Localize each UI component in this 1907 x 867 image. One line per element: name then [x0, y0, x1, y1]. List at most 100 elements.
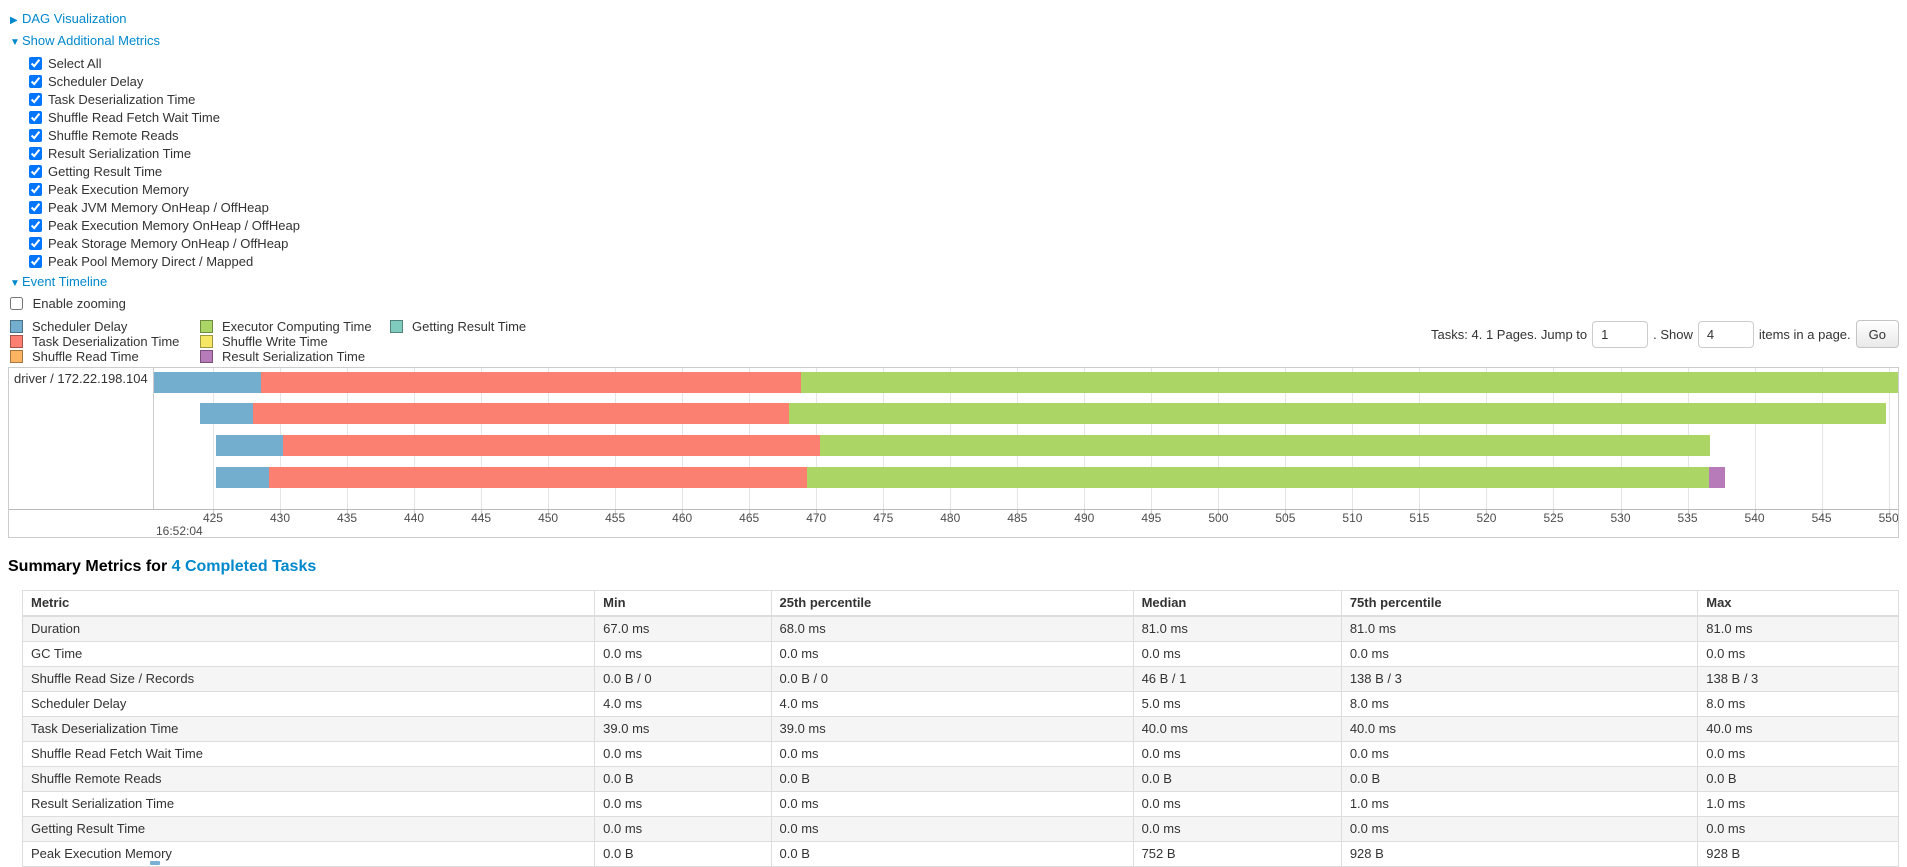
- metric-checkbox-item: Task Deserialization Time: [29, 91, 1899, 109]
- summary-metric-cell: Getting Result Time: [21, 816, 596, 842]
- metric-checkbox[interactable]: [29, 111, 42, 124]
- timeline-task-bar-segment-executor-computing[interactable]: [820, 435, 1711, 456]
- timeline-task-bar-segment-scheduler-delay[interactable]: [215, 435, 283, 456]
- timeline-task-bar-segment-scheduler-delay[interactable]: [154, 372, 262, 393]
- summary-row: Scheduler Delay 4.0 ms 4.0 ms 5.0 ms 8.0 ms 8…: [21, 691, 1899, 717]
- legend-label: Getting Result Time: [412, 319, 527, 334]
- timeline-axis-tick-label: 500: [1208, 511, 1229, 525]
- timeline-axis-tick-label: 530: [1610, 511, 1631, 525]
- metric-checkbox-label: Peak Execution Memory OnHeap / OffHeap: [48, 218, 300, 233]
- summary-metric-cell: GC Time: [21, 641, 596, 667]
- event-timeline-link[interactable]: Event Timeline: [22, 274, 108, 289]
- dag-visualization-link[interactable]: DAG Visualization: [22, 11, 127, 26]
- show-additional-metrics-toggle[interactable]: ▼ Show Additional Metrics: [10, 33, 1899, 51]
- legend-item: Task Deserialization Time: [10, 334, 200, 349]
- summary-value-cell: 0.0 B: [1697, 766, 1899, 792]
- metric-checkbox-label: Peak Execution Memory: [48, 182, 189, 197]
- timeline-axis-tick: [1218, 510, 1220, 517]
- summary-column-header: Min: [594, 590, 772, 617]
- expanded-arrow-icon: ▼: [10, 37, 20, 48]
- timeline-axis: 16:52:04 425 430 435 440 445 450 455 460 465 470 4…: [154, 510, 1898, 537]
- collapsed-arrow-icon: ▶: [10, 15, 18, 26]
- metric-checkbox[interactable]: [29, 201, 42, 214]
- timeline-task-bar-segment-executor-computing[interactable]: [801, 372, 1898, 393]
- timeline-axis-tick-label: 475: [873, 511, 894, 525]
- timeline-axis-tick-label: 465: [739, 511, 760, 525]
- legend-item: Result Serialization Time: [200, 349, 390, 364]
- metric-checkbox-item: Peak Execution Memory: [29, 181, 1899, 199]
- timeline-axis-tick: [950, 510, 952, 517]
- summary-value-cell: 0.0 ms: [770, 641, 1134, 667]
- expanded-arrow-icon: ▼: [10, 278, 20, 289]
- metric-checkbox-item: Peak JVM Memory OnHeap / OffHeap: [29, 199, 1899, 217]
- timeline-task-bar-segment-executor-computing[interactable]: [806, 467, 1709, 488]
- timeline-axis-tick-label: 540: [1744, 511, 1765, 525]
- timeline-axis-tick: [682, 510, 684, 517]
- summary-column-header: Max: [1697, 590, 1899, 617]
- timeline-task-bar-segment-result-serialization[interactable]: [1708, 467, 1726, 488]
- summary-metric-cell: Scheduler Delay: [21, 691, 596, 717]
- timeline-axis-tick: [1821, 510, 1823, 517]
- metric-checkbox[interactable]: [29, 147, 42, 160]
- summary-row: Shuffle Remote Reads 0.0 B 0.0 B 0.0 B 0.0 B…: [21, 766, 1899, 792]
- metric-checkbox[interactable]: [29, 219, 42, 232]
- completed-tasks-link[interactable]: 4 Completed Tasks: [171, 558, 317, 575]
- summary-value-cell: 67.0 ms: [594, 615, 772, 642]
- event-timeline-toggle[interactable]: ▼ Event Timeline: [10, 274, 1899, 292]
- summary-value-cell: 0.0 ms: [1697, 816, 1899, 842]
- timeline-task-bar-segment-task-deserialization[interactable]: [261, 372, 802, 393]
- legend-swatch: [200, 350, 213, 363]
- timeline-task-bar-segment-scheduler-delay[interactable]: [215, 467, 270, 488]
- metric-checkbox[interactable]: [29, 57, 42, 70]
- summary-value-cell: 0.0 B: [594, 841, 772, 867]
- metric-checkbox-label: Shuffle Read Fetch Wait Time: [48, 110, 220, 125]
- timeline-gridline: [1821, 368, 1823, 509]
- metric-checkbox[interactable]: [29, 75, 42, 88]
- enable-zooming-checkbox[interactable]: [10, 297, 23, 310]
- summary-value-cell: 46 B / 1: [1132, 666, 1342, 692]
- summary-column-header: 25th percentile: [770, 590, 1134, 617]
- metric-checkbox-item: Shuffle Remote Reads: [29, 127, 1899, 145]
- timeline-legend: Scheduler Delay Task Deserialization Time…: [10, 319, 580, 364]
- timeline-task-bar-segment-executor-computing[interactable]: [789, 403, 1886, 424]
- summary-metric-cell: Task Deserialization Time: [21, 716, 596, 742]
- timeline-axis-tick-label: 480: [940, 511, 961, 525]
- metric-checkbox[interactable]: [29, 255, 42, 268]
- metric-checkbox[interactable]: [29, 129, 42, 142]
- timeline-task-bar-segment-task-deserialization[interactable]: [282, 435, 821, 456]
- summary-metric-cell: Shuffle Read Fetch Wait Time: [21, 741, 596, 767]
- summary-row: Task Deserialization Time 39.0 ms 39.0 ms 4…: [21, 716, 1899, 742]
- summary-metrics-table: Metric Min 25th percentile Median 75th perce…: [21, 590, 1899, 867]
- summary-column-header: 75th percentile: [1340, 590, 1699, 617]
- summary-value-cell: 0.0 ms: [594, 816, 772, 842]
- summary-value-cell: 138 B / 3: [1697, 666, 1899, 692]
- timeline-task-bar-segment-scheduler-delay[interactable]: [199, 403, 254, 424]
- timeline-task-bar-segment-task-deserialization[interactable]: [269, 467, 807, 488]
- summary-metric-cell: Shuffle Remote Reads: [21, 766, 596, 792]
- timeline-axis-tick-label: 455: [605, 511, 626, 525]
- legend-item: Shuffle Read Time: [10, 349, 200, 364]
- summary-value-cell: 40.0 ms: [1697, 716, 1899, 742]
- metric-checkbox[interactable]: [29, 165, 42, 178]
- timeline-axis-tick: [280, 510, 281, 517]
- summary-value-cell: 0.0 ms: [1132, 641, 1342, 667]
- go-button[interactable]: Go: [1855, 320, 1899, 348]
- jump-to-page-input[interactable]: [1592, 320, 1649, 348]
- summary-row: Result Serialization Time 0.0 ms 0.0 ms 0.0…: [21, 791, 1899, 817]
- metric-checkbox[interactable]: [29, 93, 42, 106]
- timeline-axis-tick-label: 520: [1476, 511, 1497, 525]
- timeline-task-bar-segment-task-deserialization[interactable]: [253, 403, 790, 424]
- show-additional-metrics-link[interactable]: Show Additional Metrics: [22, 33, 161, 48]
- metric-checkbox-item: Peak Pool Memory Direct / Mapped: [29, 253, 1899, 271]
- summary-row: Shuffle Read Fetch Wait Time 0.0 ms 0.0 ms…: [21, 741, 1899, 767]
- summary-value-cell: 928 B: [1340, 841, 1699, 867]
- metric-checkbox[interactable]: [29, 183, 42, 196]
- summary-value-cell: 40.0 ms: [1132, 716, 1342, 742]
- summary-row: Getting Result Time 0.0 ms 0.0 ms 0.0 ms 0.0…: [21, 816, 1899, 842]
- dag-visualization-toggle[interactable]: ▶ DAG Visualization: [10, 11, 1899, 29]
- items-per-page-input[interactable]: [1697, 320, 1754, 348]
- summary-value-cell: 138 B / 3: [1340, 666, 1699, 692]
- metric-checkbox[interactable]: [29, 237, 42, 250]
- summary-tbody: Duration 67.0 ms 68.0 ms 81.0 ms 81.0 ms 81.0…: [21, 615, 1899, 867]
